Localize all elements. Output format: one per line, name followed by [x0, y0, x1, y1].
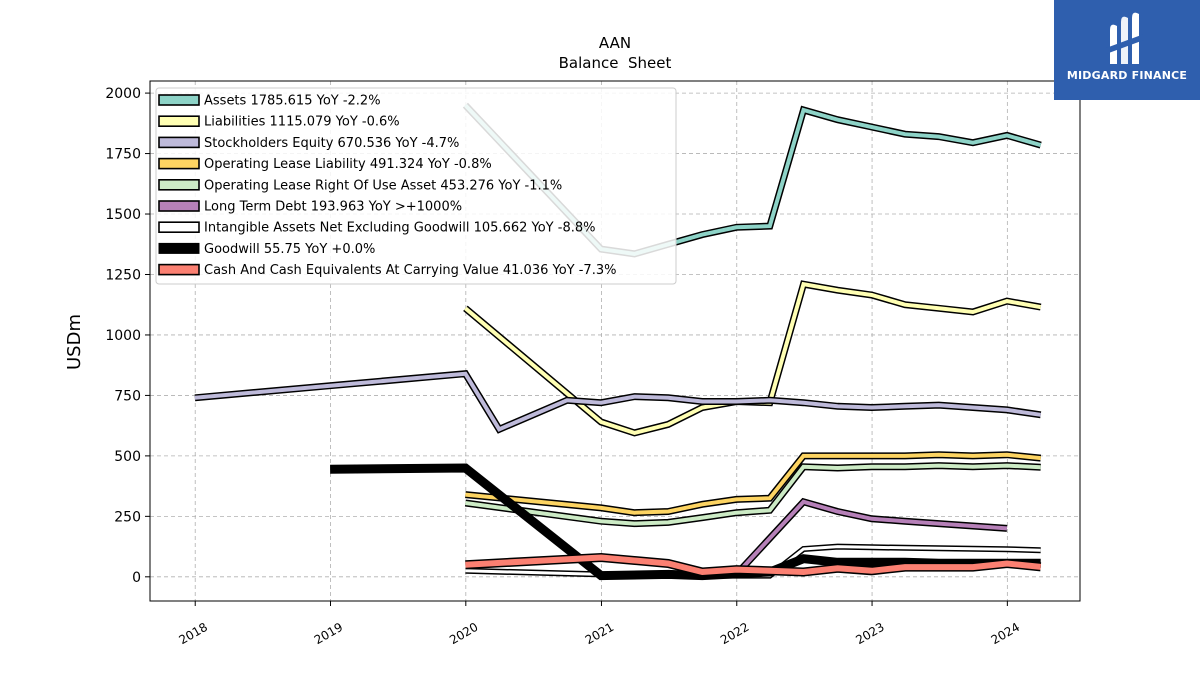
- legend: Assets 1785.615 YoY -2.2% Liabilities 111…: [155, 87, 677, 285]
- y-tick-label: 2000: [105, 86, 141, 102]
- legend-swatch: [158, 94, 200, 106]
- chart-title: AAN: [599, 34, 631, 52]
- y-tick-label: 750: [114, 388, 141, 404]
- y-tick-label: 1500: [105, 207, 141, 223]
- y-axis-label: USDm: [64, 314, 85, 370]
- legend-item-0: Assets 1785.615 YoY -2.2%: [158, 94, 381, 109]
- series-lines: [194, 102, 1042, 581]
- legend-swatch: [158, 200, 200, 212]
- plot-frame: [149, 80, 1081, 602]
- legend-label: Operating Lease Right Of Use Asset 453.2…: [204, 178, 562, 193]
- x-tick-label: 2023: [853, 620, 886, 647]
- legend-label: Cash And Cash Equivalents At Carrying Va…: [204, 263, 616, 278]
- x-tick-label: 2021: [583, 620, 616, 647]
- x-tick-label: 2018: [176, 620, 209, 647]
- y-tick-label: 1750: [105, 147, 141, 163]
- legend-swatch: [158, 179, 200, 191]
- x-tick-label: 2024: [989, 620, 1022, 647]
- series-line-1: [463, 280, 1042, 437]
- y-tick-label: 500: [114, 449, 141, 465]
- y-tick-label: 1000: [105, 328, 141, 344]
- y-tick-label: 1250: [105, 267, 141, 283]
- legend-label: Intangible Assets Net Excluding Goodwill…: [204, 221, 595, 236]
- series-line-4: [464, 462, 1041, 528]
- chart-subtitle: Balance Sheet: [559, 54, 672, 72]
- legend-label: Assets 1785.615 YoY -2.2%: [204, 94, 381, 109]
- x-tick-label: 2022: [718, 620, 751, 647]
- legend-item-8: Cash And Cash Equivalents At Carrying Va…: [158, 263, 616, 278]
- series-line-5: [733, 497, 1008, 577]
- series-line-2: [194, 370, 1042, 434]
- y-tick-label: 0: [132, 570, 141, 586]
- legend-item-7: Goodwill 55.75 YoY +0.0%: [158, 242, 375, 257]
- legend-label: Goodwill 55.75 YoY +0.0%: [204, 242, 375, 257]
- legend-swatch: [158, 242, 200, 254]
- legend-item-4: Operating Lease Right Of Use Asset 453.2…: [158, 178, 562, 193]
- midgard-finance-logo: MIDGARD FINANCE: [1054, 0, 1200, 100]
- series-line-3: [465, 451, 1042, 517]
- legend-label: Stockholders Equity 670.536 YoY -4.7%: [204, 136, 459, 151]
- legend-item-2: Stockholders Equity 670.536 YoY -4.7%: [158, 136, 459, 151]
- legend-swatch: [158, 263, 200, 276]
- brand-name: MIDGARD FINANCE: [1066, 69, 1188, 82]
- legend-swatch: [158, 221, 200, 233]
- legend-label: Long Term Debt 193.963 YoY >+1000%: [204, 200, 462, 215]
- legend-label: Liabilities 1115.079 YoY -0.6%: [204, 115, 400, 130]
- legend-item-6: Intangible Assets Net Excluding Goodwill…: [158, 221, 595, 236]
- x-tick-label: 2020: [447, 620, 480, 647]
- legend-label: Operating Lease Liability 491.324 YoY -0…: [204, 157, 492, 172]
- x-tick-label: 2019: [312, 620, 345, 647]
- legend-swatch: [158, 157, 200, 170]
- legend-item-5: Long Term Debt 193.963 YoY >+1000%: [158, 200, 462, 215]
- midgard-logo-mark-icon: [1106, 12, 1144, 65]
- series-line-8: [465, 552, 1042, 577]
- legend-box: [155, 87, 677, 285]
- legend-item-3: Operating Lease Liability 491.324 YoY -0…: [158, 157, 492, 172]
- legend-swatch: [158, 136, 200, 149]
- legend-swatch: [158, 115, 200, 127]
- legend-item-1: Liabilities 1115.079 YoY -0.6%: [158, 115, 400, 130]
- y-tick-label: 250: [114, 509, 141, 525]
